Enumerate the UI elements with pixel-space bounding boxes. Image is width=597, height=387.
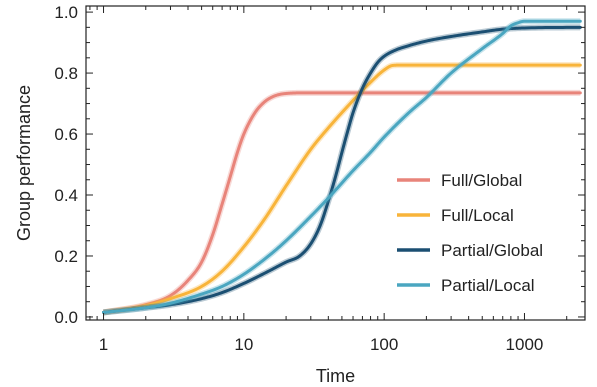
legend-label: Full/Local bbox=[441, 206, 514, 225]
legend-label: Partial/Local bbox=[441, 276, 535, 295]
series-band bbox=[103, 24, 581, 316]
y-tick-label: 0.6 bbox=[54, 125, 78, 144]
series-line bbox=[102, 63, 582, 314]
legend-label: Full/Global bbox=[441, 171, 522, 190]
legend: Full/Global Full/Local Partial/Global Parti… bbox=[397, 171, 543, 295]
y-tick-label: 0.4 bbox=[54, 186, 78, 205]
y-tick-label: 0.8 bbox=[54, 64, 78, 83]
series-layer bbox=[102, 18, 582, 316]
x-tick-label: 1 bbox=[99, 335, 108, 354]
x-tick-label: 100 bbox=[370, 335, 398, 354]
x-tick-label: 1000 bbox=[506, 335, 544, 354]
plot-frame bbox=[85, 5, 586, 321]
ticks-layer: 1 10 100 1000 0.0 0.2 0.4 0.6 0.8 1.0 bbox=[54, 3, 585, 354]
y-tick-label: 0.2 bbox=[54, 247, 78, 266]
series-line bbox=[102, 19, 582, 314]
series-line bbox=[102, 91, 582, 314]
series-line bbox=[102, 25, 582, 314]
y-axis-label: Group performance bbox=[14, 85, 34, 241]
legend-label: Partial/Global bbox=[441, 241, 543, 260]
y-tick-label: 0.0 bbox=[54, 308, 78, 327]
x-tick-label: 10 bbox=[234, 335, 253, 354]
y-tick-label: 1.0 bbox=[54, 3, 78, 22]
x-axis-label: Time bbox=[316, 366, 355, 386]
